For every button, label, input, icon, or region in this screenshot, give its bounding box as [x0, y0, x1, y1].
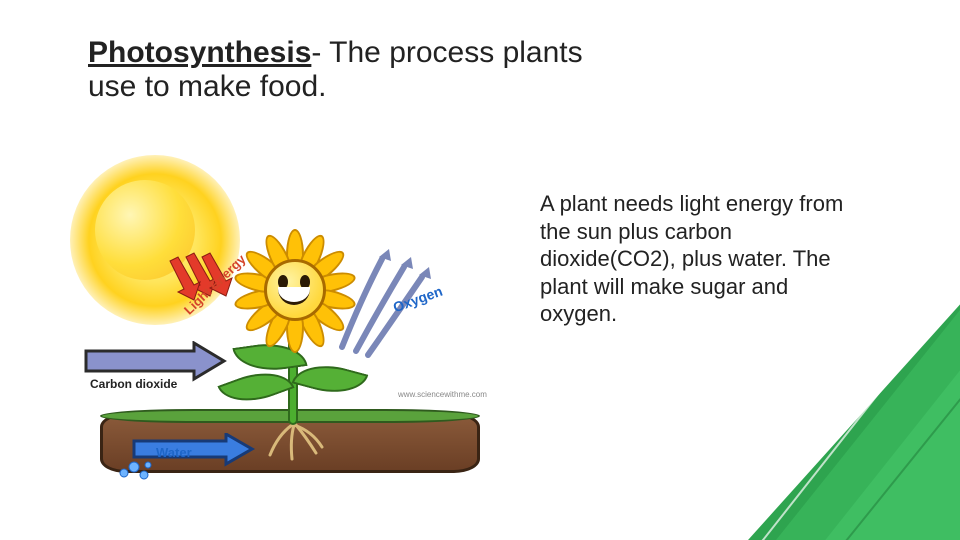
- slide-title: Photosynthesis- The process plants use t…: [88, 36, 648, 104]
- title-rest: - The process plants: [311, 36, 582, 69]
- image-credit: www.sciencewithme.com: [398, 390, 487, 399]
- oxygen-arrows: [332, 247, 452, 367]
- slide: Photosynthesis- The process plants use t…: [0, 0, 960, 540]
- plant-roots: [260, 423, 330, 467]
- label-water: Water: [156, 445, 192, 460]
- label-carbon-dioxide: Carbon dioxide: [90, 377, 177, 391]
- body-text: A plant needs light energy from the sun …: [540, 190, 870, 328]
- title-line-2: use to make food.: [88, 70, 648, 104]
- water-droplets-icon: [118, 457, 158, 481]
- photosynthesis-diagram: Light Energy Carbon dioxide Water: [80, 165, 500, 495]
- title-term: Photosynthesis: [88, 36, 311, 69]
